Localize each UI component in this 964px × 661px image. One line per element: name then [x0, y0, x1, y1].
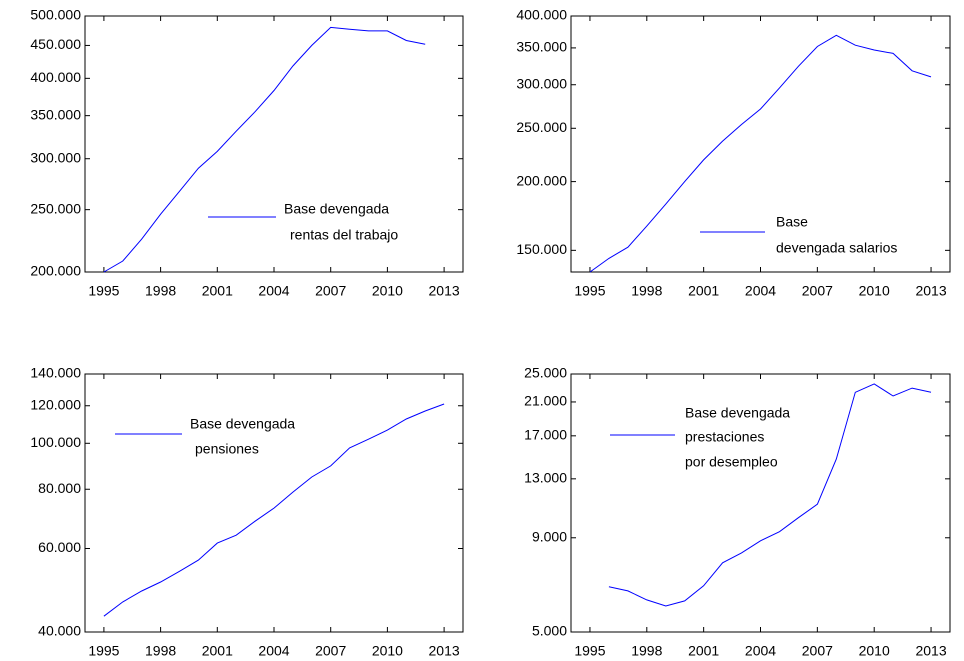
- y-tick-label: 120.000: [30, 396, 81, 412]
- y-tick-label: 40.000: [38, 623, 81, 639]
- y-tick-label: 400.000: [30, 69, 81, 85]
- legend-label: por desempleo: [685, 454, 778, 470]
- y-tick-label: 500.000: [30, 7, 81, 23]
- y-tick-label: 100.000: [30, 434, 81, 450]
- x-tick-label: 2010: [859, 643, 890, 659]
- x-tick-label: 2001: [202, 283, 233, 299]
- legend-label: Base devengada: [685, 405, 790, 421]
- y-tick-label: 60.000: [38, 539, 81, 555]
- x-tick-label: 2007: [315, 643, 346, 659]
- y-tick-label: 200.000: [30, 263, 81, 279]
- x-tick-label: 2007: [802, 283, 833, 299]
- plot-frame: [84, 15, 464, 273]
- y-tick-label: 150.000: [516, 241, 567, 257]
- x-tick-label: 2013: [429, 283, 460, 299]
- plot-frame: [570, 15, 951, 273]
- x-tick-label: 2004: [258, 643, 289, 659]
- x-tick-label: 1998: [145, 643, 176, 659]
- x-tick-label: 2013: [915, 283, 946, 299]
- y-tick-label: 140.000: [30, 365, 81, 381]
- legend-label: devengada salarios: [776, 240, 897, 256]
- legend-label: Base devengada: [284, 201, 389, 217]
- x-tick-label: 2013: [915, 643, 946, 659]
- y-tick-label: 350.000: [516, 39, 567, 55]
- y-tick-label: 250.000: [30, 200, 81, 216]
- x-tick-label: 1998: [631, 283, 662, 299]
- legend-label: Base devengada: [190, 416, 295, 432]
- data-line: [608, 383, 932, 607]
- x-tick-label: 2007: [315, 283, 346, 299]
- x-tick-label: 2010: [372, 283, 403, 299]
- legend-label: prestaciones: [685, 429, 764, 445]
- x-tick-label: 2010: [859, 283, 890, 299]
- plot-frame: [84, 373, 464, 633]
- x-tick-label: 2013: [429, 643, 460, 659]
- y-tick-label: 13.000: [524, 470, 567, 486]
- x-tick-label: 2007: [802, 643, 833, 659]
- legend-label: pensiones: [195, 441, 259, 457]
- y-tick-label: 400.000: [516, 7, 567, 23]
- x-tick-label: 2004: [745, 643, 776, 659]
- y-tick-label: 5.000: [532, 623, 567, 639]
- y-tick-label: 17.000: [524, 427, 567, 443]
- y-tick-label: 300.000: [30, 149, 81, 165]
- y-tick-label: 21.000: [524, 393, 567, 409]
- y-tick-label: 80.000: [38, 480, 81, 496]
- data-line: [103, 26, 426, 273]
- legend-label: rentas del trabajo: [290, 227, 398, 243]
- x-tick-label: 2004: [258, 283, 289, 299]
- y-tick-label: 300.000: [516, 75, 567, 91]
- x-tick-label: 1995: [88, 643, 119, 659]
- x-tick-label: 2001: [202, 643, 233, 659]
- x-tick-label: 1995: [574, 643, 605, 659]
- x-tick-label: 1998: [145, 283, 176, 299]
- y-tick-label: 9.000: [532, 528, 567, 544]
- y-tick-label: 450.000: [30, 36, 81, 52]
- x-tick-label: 1995: [574, 283, 605, 299]
- data-line: [589, 34, 932, 273]
- x-tick-label: 2010: [372, 643, 403, 659]
- x-tick-label: 2004: [745, 283, 776, 299]
- legend-label: Base: [776, 214, 808, 230]
- x-tick-label: 1995: [88, 283, 119, 299]
- x-tick-label: 2001: [688, 643, 719, 659]
- data-line: [103, 403, 445, 617]
- y-tick-label: 250.000: [516, 119, 567, 135]
- y-tick-label: 200.000: [516, 172, 567, 188]
- y-tick-label: 350.000: [30, 106, 81, 122]
- x-tick-label: 2001: [688, 283, 719, 299]
- x-tick-label: 1998: [631, 643, 662, 659]
- y-tick-label: 25.000: [524, 365, 567, 381]
